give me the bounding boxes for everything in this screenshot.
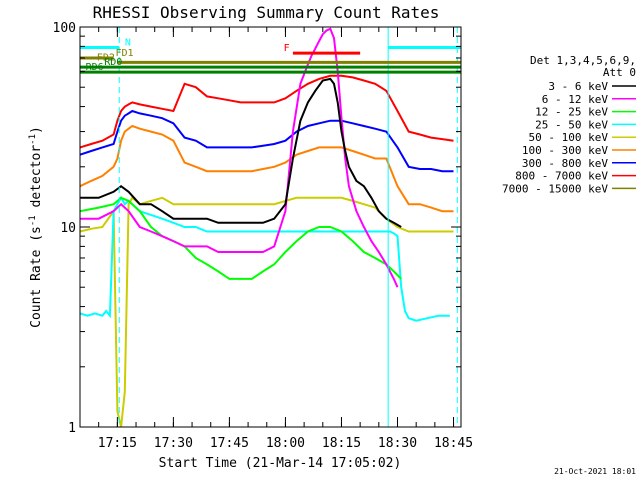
x-tick-label: 17:15 <box>98 436 137 451</box>
x-tick-label: 18:15 <box>322 436 361 451</box>
x-tick-label: 17:30 <box>154 436 193 451</box>
status-bar-label: FD2 <box>97 52 115 63</box>
series-line-800-7000-keV <box>79 74 454 149</box>
series-line-12-25-keV <box>79 196 402 280</box>
series-line-25-50-keV <box>79 195 450 322</box>
status-bar-label: RD0 <box>104 57 122 68</box>
y-tick-label: 10 <box>60 221 76 236</box>
footer-timestamp: 21-Oct-2021 18:01 <box>554 467 636 476</box>
x-axis-label: Start Time (21-Mar-14 17:05:02) <box>159 456 402 471</box>
legend-header: Det 1,3,4,5,6,9, <box>530 54 636 67</box>
y-axis-label: Count Rate (s-1 detector-1) <box>28 126 44 328</box>
series-line-6-12-keV <box>80 27 399 288</box>
status-bar-label: N <box>125 37 131 48</box>
legend-header: Att 0 <box>603 66 636 79</box>
status-bar-label: F <box>284 43 290 54</box>
status-bar-label: RD6 <box>86 62 104 73</box>
legend-label: 100 - 300 keV <box>522 144 608 157</box>
legend-label: 7000 - 15000 keV <box>502 182 608 195</box>
legend-label: 50 - 100 keV <box>529 131 609 144</box>
status-bar-label: FD1 <box>115 48 133 59</box>
series-line-100-300-keV <box>79 124 454 213</box>
x-tick-label: 18:45 <box>434 436 473 451</box>
legend-label: 12 - 25 keV <box>535 106 608 119</box>
x-tick-label: 17:45 <box>210 436 249 451</box>
series-line-300-800-keV <box>79 109 454 173</box>
chart-title: RHESSI Observing Summary Count Rates <box>93 3 440 22</box>
tick-labels: 1 10 100 17:15 17:30 17:45 18:00 18:15 18:30 18:4… <box>53 21 474 451</box>
legend-label: 3 - 6 keV <box>548 80 608 93</box>
x-tick-label: 18:30 <box>378 436 417 451</box>
axes <box>79 26 462 428</box>
legend-label: 25 - 50 keV <box>535 118 608 131</box>
series-line-3-6-keV <box>80 77 402 228</box>
y-tick-label: 1 <box>68 421 76 436</box>
legend-label: 800 - 7000 keV <box>515 170 608 183</box>
legend-label: 6 - 12 keV <box>542 93 609 106</box>
y-tick-label: 100 <box>53 21 76 36</box>
legend-label: 300 - 800 keV <box>522 157 608 170</box>
plot-frame <box>79 26 462 428</box>
x-tick-label: 18:00 <box>266 436 305 451</box>
